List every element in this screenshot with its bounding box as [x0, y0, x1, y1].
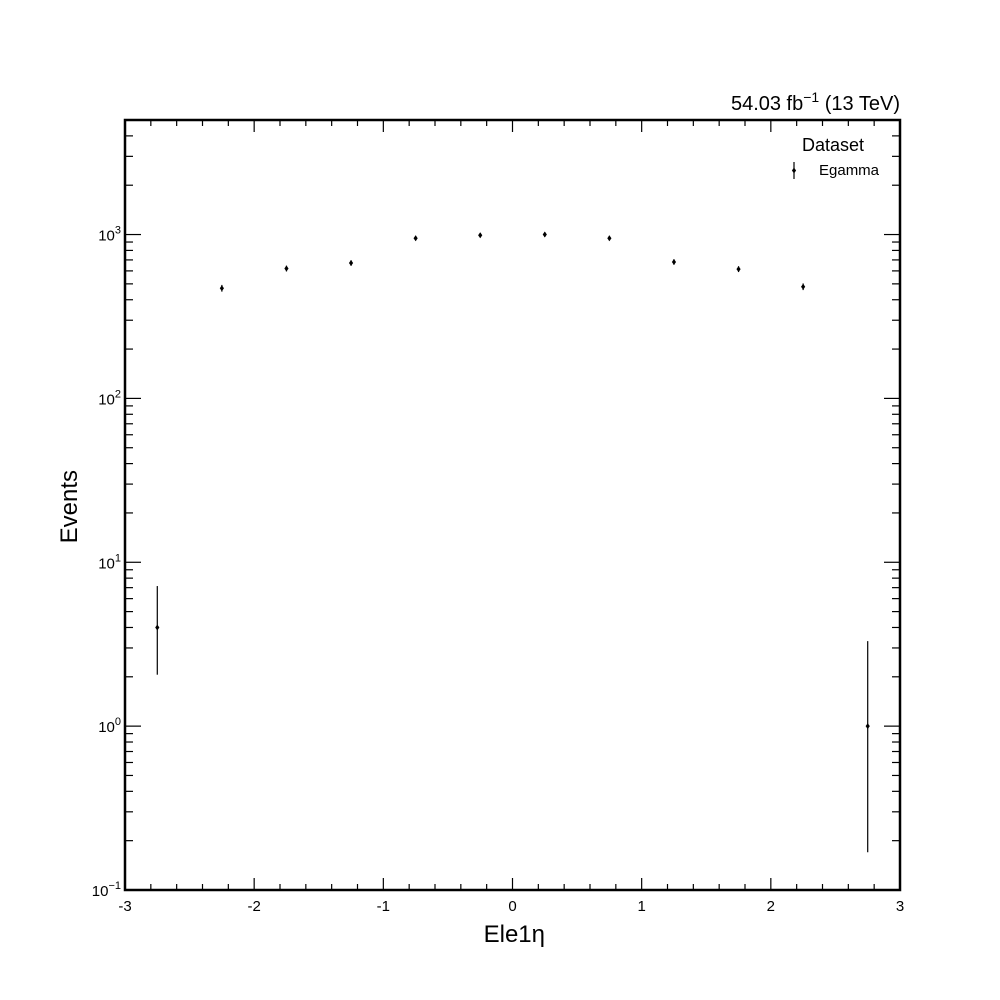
- x-tick-label: 3: [896, 898, 904, 915]
- data-point: [478, 232, 483, 239]
- data-point: [865, 723, 870, 730]
- y-tick-label: 101: [98, 552, 121, 572]
- data-points: [155, 231, 870, 853]
- plot-frame: [123, 118, 902, 892]
- data-point: [284, 265, 289, 272]
- legend: Dataset Egamma: [791, 135, 880, 179]
- data-point: [542, 231, 547, 238]
- y-tick-label: 10−1: [92, 880, 121, 900]
- x-tick-label: -3: [118, 898, 131, 915]
- luminosity-label: 54.03 fb−1 (13 TeV): [731, 89, 900, 115]
- y-tick-label: 102: [98, 388, 121, 408]
- data-point: [801, 283, 806, 290]
- x-axis-title: Ele1η: [484, 921, 545, 948]
- data-point: [671, 258, 677, 265]
- data-point: [607, 235, 612, 242]
- data-point: [348, 260, 354, 267]
- y-tick-labels: 10−1 100 101 102 103: [92, 225, 121, 900]
- legend-entry: Egamma: [819, 162, 880, 179]
- x-tick-labels: -3 -2 -1 0 1 2 3: [118, 898, 904, 915]
- data-point: [736, 266, 741, 273]
- x-tick-label: -1: [377, 898, 390, 915]
- legend-title: Dataset: [802, 135, 864, 155]
- y-axis-title: Events: [56, 470, 83, 543]
- legend-marker: [791, 167, 797, 174]
- y-tick-label: 100: [98, 716, 121, 736]
- axis-ticks: [124, 119, 901, 891]
- data-point: [219, 285, 224, 292]
- data-point: [155, 624, 160, 631]
- y-tick-label: 103: [98, 225, 121, 245]
- x-tick-label: 0: [508, 898, 516, 915]
- data-point: [413, 235, 418, 242]
- x-tick-label: -2: [247, 898, 260, 915]
- x-tick-label: 1: [637, 898, 645, 915]
- x-tick-label: 2: [767, 898, 775, 915]
